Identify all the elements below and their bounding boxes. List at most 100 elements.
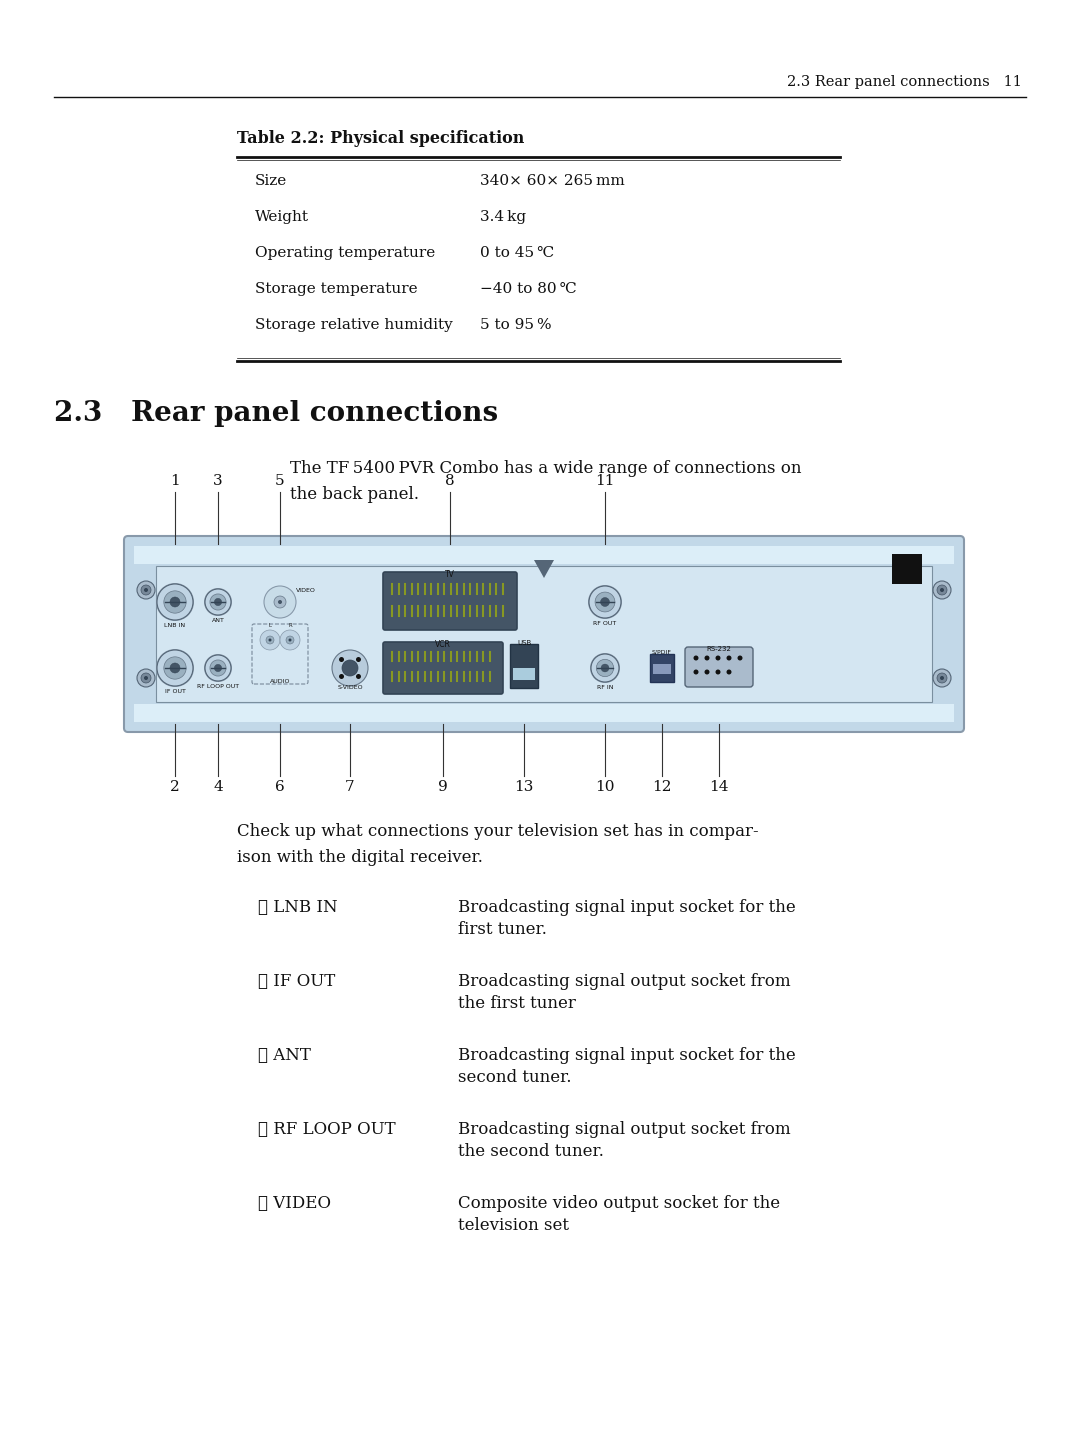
Text: Table 2.2: Physical specification: Table 2.2: Physical specification: [237, 130, 525, 147]
Text: VCR: VCR: [435, 640, 451, 649]
Text: Operating temperature: Operating temperature: [255, 246, 435, 260]
Circle shape: [157, 584, 193, 620]
Circle shape: [141, 673, 151, 684]
Circle shape: [288, 639, 292, 642]
Circle shape: [170, 663, 180, 673]
Text: 0 to 45 ℃: 0 to 45 ℃: [480, 246, 554, 260]
Circle shape: [356, 673, 361, 679]
Bar: [513, 668, 535, 681]
Circle shape: [600, 597, 609, 606]
Text: RF OUT: RF OUT: [593, 622, 617, 626]
Text: ③ ANT: ③ ANT: [258, 1048, 311, 1063]
Text: ⑤ VIDEO: ⑤ VIDEO: [258, 1194, 330, 1212]
Text: R: R: [288, 623, 292, 627]
Text: Broadcasting signal input socket for the: Broadcasting signal input socket for the: [458, 899, 796, 917]
Circle shape: [144, 589, 148, 591]
Bar: [134, 545, 954, 564]
Circle shape: [264, 586, 296, 617]
Circle shape: [693, 669, 699, 675]
Circle shape: [269, 639, 271, 642]
Text: 9: 9: [438, 780, 448, 794]
Text: the back panel.: the back panel.: [291, 486, 419, 504]
Circle shape: [280, 630, 300, 650]
Circle shape: [715, 656, 720, 661]
Text: TV: TV: [445, 570, 455, 578]
Text: 7: 7: [346, 780, 355, 794]
Text: 4: 4: [213, 780, 222, 794]
Circle shape: [214, 665, 221, 672]
Circle shape: [589, 586, 621, 617]
Circle shape: [204, 653, 232, 682]
Circle shape: [204, 589, 232, 616]
Text: IF OUT: IF OUT: [164, 689, 186, 694]
Circle shape: [933, 669, 951, 686]
Text: Weight: Weight: [255, 210, 309, 224]
Text: −40 to 80 ℃: −40 to 80 ℃: [480, 282, 577, 296]
Text: 5: 5: [275, 473, 285, 488]
Circle shape: [596, 659, 613, 676]
Circle shape: [933, 581, 951, 599]
FancyBboxPatch shape: [383, 571, 517, 630]
Circle shape: [940, 676, 944, 681]
Circle shape: [937, 586, 947, 594]
Polygon shape: [534, 560, 554, 578]
Text: RF LOOP OUT: RF LOOP OUT: [197, 684, 239, 689]
Circle shape: [164, 591, 186, 613]
Circle shape: [278, 600, 282, 604]
Circle shape: [332, 650, 368, 686]
Text: Composite video output socket for the: Composite video output socket for the: [458, 1194, 780, 1212]
Circle shape: [156, 583, 194, 622]
Text: Size: Size: [255, 174, 287, 189]
Circle shape: [144, 676, 148, 681]
Text: ison with the digital receiver.: ison with the digital receiver.: [237, 849, 483, 866]
Circle shape: [137, 581, 156, 599]
Circle shape: [940, 589, 944, 591]
Bar: [653, 663, 671, 673]
Text: ① LNB IN: ① LNB IN: [258, 899, 338, 917]
Text: RS-232: RS-232: [706, 646, 731, 652]
Text: The TF 5400 PVR Combo has a wide range of connections on: The TF 5400 PVR Combo has a wide range o…: [291, 460, 801, 476]
Circle shape: [210, 661, 226, 676]
Text: 340× 60× 265 mm: 340× 60× 265 mm: [480, 174, 624, 189]
Circle shape: [157, 650, 193, 686]
FancyBboxPatch shape: [124, 535, 964, 732]
Circle shape: [339, 673, 345, 679]
Circle shape: [704, 669, 710, 675]
Text: 13: 13: [514, 780, 534, 794]
Text: 2: 2: [171, 780, 180, 794]
Circle shape: [588, 586, 622, 619]
Text: 5 to 95 %: 5 to 95 %: [480, 318, 552, 332]
Circle shape: [170, 597, 180, 607]
Circle shape: [727, 669, 731, 675]
Circle shape: [164, 656, 186, 679]
Text: the first tuner: the first tuner: [458, 994, 576, 1012]
Circle shape: [141, 586, 151, 594]
Circle shape: [339, 658, 345, 662]
Text: Broadcasting signal input socket for the: Broadcasting signal input socket for the: [458, 1048, 796, 1063]
Circle shape: [260, 630, 280, 650]
Text: second tuner.: second tuner.: [458, 1069, 571, 1086]
Bar: [892, 554, 922, 584]
Text: 14: 14: [710, 780, 729, 794]
Circle shape: [937, 673, 947, 684]
Text: Storage temperature: Storage temperature: [255, 282, 418, 296]
Text: 8: 8: [445, 473, 455, 488]
Text: 6: 6: [275, 780, 285, 794]
Text: 11: 11: [595, 473, 615, 488]
Text: S/PDIF: S/PDIF: [652, 650, 672, 655]
Circle shape: [205, 589, 231, 614]
FancyBboxPatch shape: [383, 642, 503, 694]
Text: first tuner.: first tuner.: [458, 921, 546, 938]
Circle shape: [727, 656, 731, 661]
Circle shape: [590, 653, 620, 684]
Text: ② IF OUT: ② IF OUT: [258, 973, 335, 990]
Text: ④ RF LOOP OUT: ④ RF LOOP OUT: [258, 1121, 395, 1138]
Circle shape: [715, 669, 720, 675]
Text: Check up what connections your television set has in compar-: Check up what connections your televisio…: [237, 823, 758, 840]
Circle shape: [595, 591, 615, 612]
Text: Broadcasting signal output socket from: Broadcasting signal output socket from: [458, 1121, 791, 1138]
Text: 2.3 Rear panel connections   11: 2.3 Rear panel connections 11: [787, 75, 1022, 89]
Circle shape: [342, 661, 357, 676]
Bar: [156, 566, 932, 702]
Text: 3.4 kg: 3.4 kg: [480, 210, 526, 224]
